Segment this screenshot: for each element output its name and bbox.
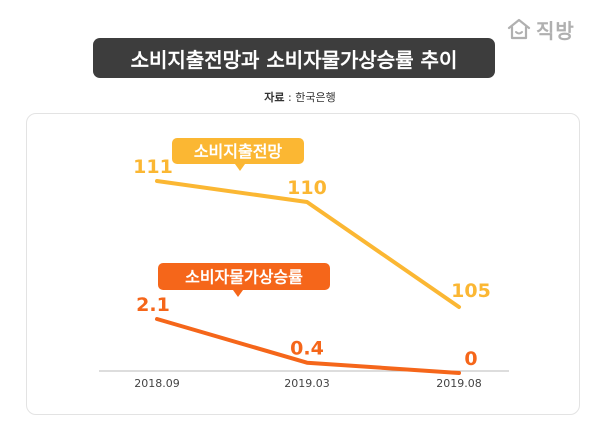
- data-label: 0.4: [290, 338, 324, 360]
- x-tick-label: 2018.09: [134, 377, 180, 390]
- data-label: 111: [133, 156, 173, 178]
- legend-callout-box: [158, 263, 330, 290]
- source-value: 한국은행: [295, 91, 336, 104]
- legend-entry: 소비자물가상승률: [185, 268, 303, 287]
- data-label: 105: [451, 280, 491, 302]
- series-line: [155, 179, 461, 309]
- x-tick-label: 2019.03: [284, 377, 330, 390]
- chart-title: 소비지출전망과 소비자물가상승률 추이: [130, 47, 458, 72]
- chart-card: 2018.09 2019.03 2019.08 111 110 105 2.1 0.4 0 소비지…: [26, 113, 580, 415]
- legend-callout-pointer: [233, 290, 243, 297]
- title-banner: 소비지출전망과 소비자물가상승률 추이: [93, 38, 495, 78]
- legend-callout-pointer: [235, 164, 245, 171]
- data-label: 2.1: [136, 294, 170, 316]
- data-label: 110: [287, 177, 327, 199]
- house-icon: [507, 18, 531, 40]
- source-separator: :: [284, 91, 296, 104]
- legend-callout-box: [172, 138, 304, 164]
- brand-logo: 직방: [506, 14, 575, 44]
- brand-name: 직방: [536, 18, 575, 43]
- data-label: 0: [464, 348, 477, 370]
- line-chart: 2018.09 2019.03 2019.08 111 110 105 2.1 0.4 0 소비지…: [99, 138, 509, 390]
- x-tick-label: 2019.08: [436, 377, 482, 390]
- source-note: 자료 : 한국은행: [0, 89, 600, 105]
- source-label: 자료: [264, 91, 285, 104]
- series-line: [155, 317, 461, 375]
- legend-entry: 소비지출전망: [194, 142, 283, 161]
